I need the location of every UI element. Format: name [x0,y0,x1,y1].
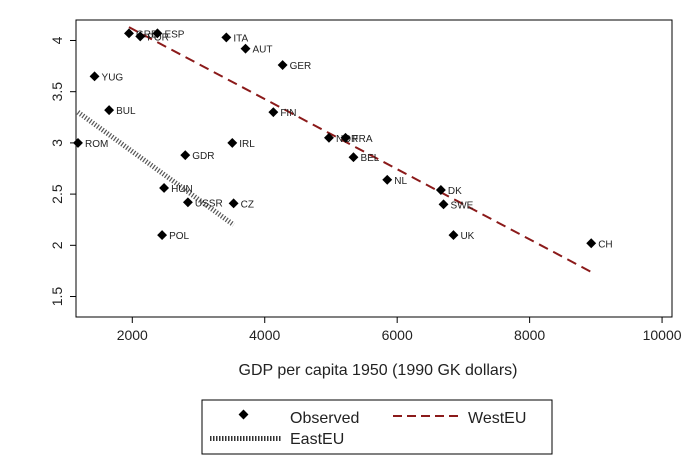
point-label: ITA [233,33,248,44]
y-axis: 1.5 2 2.5 3 3.5 4 [49,36,76,306]
diamond-marker [228,198,239,209]
diamond-marker [382,174,393,185]
data-point: ESP [152,28,185,40]
point-label: IRL [239,139,255,150]
data-point: HUN [159,183,193,195]
point-label: FIN [280,108,296,119]
x-tick-label: 6000 [382,327,413,343]
point-label: YUG [102,72,124,83]
data-point: BEL [348,152,380,164]
x-axis-title: GDP per capita 1950 (1990 GK dollars) [239,362,518,379]
point-label: POR [147,32,169,43]
data-point: AUT [240,43,273,56]
data-point: FRA [340,132,373,145]
legend-label-easteu: EastEU [290,431,344,448]
data-point: CH [586,238,613,250]
observed-points: GREPORESPITAAUTGERYUGBULFINROMNORFRAIRLG… [73,28,613,250]
diamond-marker [180,150,191,161]
point-label: CH [598,239,612,250]
point-label: NL [394,176,407,187]
point-label: AUT [253,45,273,56]
point-label: USSR [195,198,223,209]
y-tick-label: 3.5 [49,82,65,102]
data-point: BUL [104,105,136,117]
data-point: ROM [73,137,108,150]
x-tick-label: 8000 [514,327,545,343]
data-point: USSR [182,197,223,209]
data-point: ITA [221,32,248,44]
point-label: GER [290,61,312,72]
data-point: GRE [124,28,158,40]
diamond-marker [73,137,83,148]
legend-box [201,399,553,455]
diamond-marker [124,28,134,39]
diamond-marker [348,152,359,163]
diamond-marker [227,137,238,148]
diamond-marker [340,132,351,143]
data-point: DK [435,185,462,197]
data-point: POR [135,31,169,43]
diamond-marker [157,230,168,241]
data-point: SWE [438,199,474,211]
y-tick-label: 3 [49,139,65,147]
westeu-fit-line [128,26,592,273]
x-axis: 2000 4000 6000 8000 10000 [117,317,682,343]
diamond-marker [240,43,251,54]
point-label: POL [169,231,189,242]
data-point: POL [157,230,190,242]
x-tick-label: 10000 [643,327,682,343]
fit-lines [76,26,592,273]
point-label: HUN [171,184,193,195]
point-label: ROM [85,139,108,150]
legend: Observed WestEU EastEU [201,399,553,455]
point-label: FRA [353,134,373,145]
diamond-marker [182,197,193,208]
legend-label-observed: Observed [290,410,359,427]
y-tick-label: 1.5 [49,287,65,307]
legend-marker-diamond [238,409,249,420]
diamond-marker [152,28,163,39]
diamond-marker [89,71,100,82]
point-label: UK [460,231,474,242]
y-tick-label: 4 [49,36,65,44]
point-label: DK [448,186,462,197]
point-label: SWE [451,200,474,211]
y-tick-label: 2 [49,241,65,249]
diamond-marker [135,31,146,42]
point-label: GRE [136,29,158,40]
diamond-marker [438,199,449,210]
diamond-marker [104,105,115,116]
legend-line-easteu [210,436,282,441]
legend-item-westeu: WestEU [393,410,526,427]
legend-item-easteu: EastEU [210,431,344,448]
point-label: GDR [192,151,214,162]
point-label: CZ [241,199,254,210]
x-tick-label: 2000 [117,327,148,343]
data-point: UK [448,230,475,242]
legend-label-westeu: WestEU [468,410,526,427]
data-point: IRL [227,137,255,150]
point-label: BUL [116,106,136,117]
x-tick-label: 4000 [249,327,280,343]
diamond-marker [586,238,597,249]
easteu-fit-line [76,110,236,227]
y-tick-label: 2.5 [49,184,65,204]
data-point: YUG [89,71,124,83]
diamond-marker [324,132,334,143]
point-label: ESP [164,29,184,40]
data-point: NL [382,174,407,187]
diamond-marker [448,230,459,241]
diamond-marker [435,185,446,195]
data-point: CZ [228,198,254,210]
point-label: BEL [360,153,379,164]
legend-item-observed: Observed [238,409,359,427]
plot-frame [75,19,673,318]
diamond-marker [159,183,170,193]
diamond-marker [221,32,232,43]
data-point: GDR [180,150,215,162]
